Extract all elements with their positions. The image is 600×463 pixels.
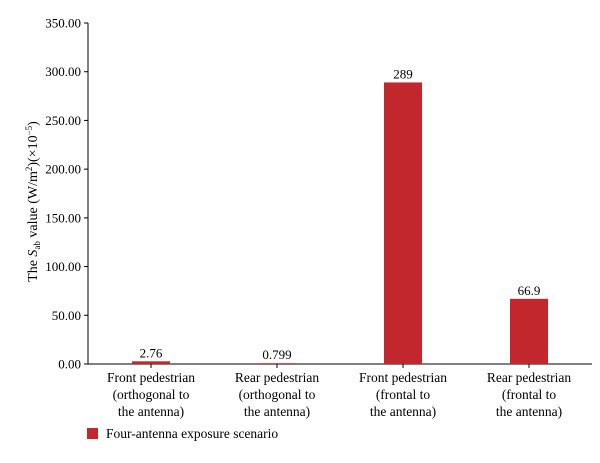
axes: 0.00 50.00 100.00 150.00 200.00 250.00 300.00 3… (45, 16, 592, 372)
category-label: the antenna) (370, 404, 436, 419)
category-label: (orthogonal to (113, 387, 190, 402)
data-label: 289 (393, 66, 413, 81)
y-tick-label: 50.00 (52, 308, 81, 323)
y-axis-title: The Sab value (W/m2)(×10−5) (24, 121, 42, 282)
category-label: Rear pedestrian (235, 370, 320, 385)
y-tick-label: 0.00 (58, 357, 81, 372)
bar (384, 82, 422, 364)
legend-label: Four-antenna exposure scenario (106, 426, 278, 441)
y-axis-label-part: ab (32, 241, 42, 250)
y-axis-label-part: 2 (24, 167, 34, 172)
category-label: Front pedestrian (107, 370, 195, 385)
category-label: the antenna) (244, 404, 310, 419)
category-label: (frontal to (502, 387, 557, 402)
y-axis-label-part: value (W/m (26, 171, 41, 241)
bar (510, 298, 548, 364)
y-axis-label: The Sab value (W/m2)(×10−5) (24, 121, 42, 282)
data-label: 66.9 (518, 283, 541, 298)
bar (132, 361, 170, 364)
category-label: the antenna) (496, 404, 562, 419)
bar (258, 363, 296, 364)
y-tick-label: 300.00 (45, 64, 81, 79)
y-axis-label-part: −5 (24, 125, 34, 135)
category-label: (frontal to (376, 387, 431, 402)
category-label: Front pedestrian (359, 370, 447, 385)
y-tick-label: 150.00 (45, 210, 81, 225)
y-axis-label-part: The (26, 257, 41, 282)
y-tick-label: 100.00 (45, 259, 81, 274)
data-label: 0.799 (262, 347, 291, 362)
legend: Four-antenna exposure scenario (87, 426, 278, 441)
category-label: (orthogonal to (239, 387, 316, 402)
y-axis-label-part: ) (26, 121, 41, 126)
y-tick-label: 200.00 (45, 162, 81, 177)
y-axis-label-part: S (26, 250, 41, 257)
y-axis-label-part: )(×10 (26, 135, 41, 166)
category-label: the antenna) (118, 404, 184, 419)
category-label: Rear pedestrian (487, 370, 572, 385)
y-tick-label: 350.00 (45, 16, 81, 31)
legend-swatch (87, 428, 98, 439)
bars: 2.76 Front pedestrian (orthogonal to the an… (107, 66, 571, 419)
y-tick-label: 250.00 (45, 113, 81, 128)
data-label: 2.76 (140, 345, 163, 360)
